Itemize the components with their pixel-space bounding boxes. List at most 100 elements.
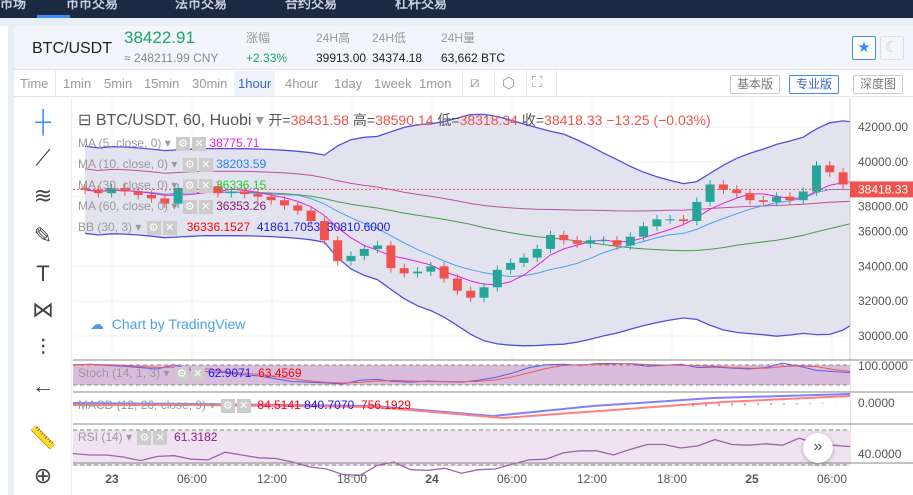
gear-icon[interactable]: ⚙ — [146, 220, 161, 235]
interval-15min[interactable]: 15min — [144, 76, 180, 91]
nav-item[interactable]: 杠杆交易 — [395, 0, 448, 11]
crosshair-icon[interactable]: ┼ — [35, 109, 51, 134]
rsi-line — [73, 437, 851, 476]
close-icon[interactable]: ✕ — [153, 430, 168, 445]
candle-body — [506, 262, 516, 270]
ma5-value: 38775.71 — [209, 136, 260, 150]
ruler-icon[interactable]: 📏 — [29, 425, 57, 450]
interval-4hour[interactable]: 4hour — [285, 76, 319, 91]
rsi-value: 61.3182 — [174, 430, 218, 444]
gear-icon[interactable]: ⚙ — [220, 398, 235, 413]
scroll-to-latest-button[interactable]: » — [803, 433, 833, 463]
measure-icon[interactable]: ⫶ — [40, 335, 46, 360]
depth-chart-button[interactable]: 深度图 — [853, 75, 904, 94]
stat-label: 涨幅 — [246, 31, 271, 45]
close-value: 38418.33 — [544, 112, 603, 128]
interval-30min[interactable]: 30min — [192, 76, 228, 91]
moon-icon[interactable]: ☾ — [880, 36, 904, 60]
gear-icon[interactable]: ⚙ — [174, 366, 189, 381]
legend-stoch: Stoch (14, 1, 3) ▾ ⚙ ✕ 62.9071 63.4569 — [78, 366, 302, 381]
settings-icon[interactable]: ⬡ — [502, 75, 516, 92]
pattern-icon[interactable]: ⋈ — [32, 297, 54, 322]
basic-version-button[interactable]: 基本版 — [730, 75, 781, 94]
brush-icon[interactable]: ✎ — [33, 223, 53, 248]
candle-body — [665, 219, 675, 221]
legend-ma60: MA (60, close, 0) ▾ ⚙ ✕ 36353.26 — [78, 199, 267, 214]
candle-body — [718, 184, 728, 190]
fullscreen-icon[interactable]: ⛶ — [532, 74, 543, 91]
candle-type-icon[interactable]: ⧄ — [470, 74, 480, 91]
back-arrow-icon[interactable]: ← — [32, 373, 54, 398]
interval-5min[interactable]: 5min — [104, 76, 133, 91]
bollinger-upper-line — [84, 113, 857, 185]
gear-icon[interactable]: ⚙ — [182, 178, 197, 193]
gear-icon[interactable]: ⚙ — [137, 430, 152, 445]
candle-body — [758, 200, 768, 202]
candle-body — [772, 196, 782, 202]
low-label: 低= — [437, 112, 460, 128]
price-axis — [850, 98, 913, 495]
close-icon[interactable]: ✕ — [198, 178, 213, 193]
candle-body — [532, 248, 542, 258]
ma60-line — [84, 168, 857, 212]
interval-time[interactable]: Time — [20, 76, 49, 91]
chevron-down-icon[interactable]: ▾ — [251, 112, 269, 129]
stoch-label: Stoch (14, 1, 3) — [78, 366, 161, 380]
candle-body — [93, 189, 103, 194]
time-tick-label: 06:00 — [817, 472, 847, 486]
pro-version-button[interactable]: 专业版 — [789, 75, 840, 94]
last-price: 38422.91 — [124, 28, 195, 47]
stat-value: 39913.00 — [316, 51, 367, 65]
candle-body — [612, 240, 622, 246]
stat-label: 24H量 — [441, 31, 476, 45]
candle-body — [293, 205, 303, 211]
nav-item[interactable]: 市场 — [0, 0, 27, 11]
candle-body — [386, 245, 396, 269]
open-label: 开= — [268, 112, 291, 128]
nav-item[interactable]: 合约交易 — [285, 0, 338, 11]
price-tick-label: 42000.00 — [858, 120, 908, 134]
fib-icon[interactable]: ≋ — [33, 183, 53, 208]
interval-1mon[interactable]: 1mon — [419, 76, 452, 91]
candle-body — [492, 269, 502, 288]
interval-1day[interactable]: 1day — [334, 76, 363, 91]
close-icon[interactable]: ✕ — [236, 398, 251, 413]
candle-body — [346, 255, 356, 262]
candle-body — [599, 240, 609, 242]
gear-icon[interactable]: ⚙ — [182, 199, 197, 214]
candle-body — [572, 240, 582, 244]
tradingview-watermark[interactable]: ☁ Chart by TradingView — [90, 316, 245, 333]
macd-hist-value: 84.5141 — [257, 398, 301, 412]
close-icon[interactable]: ✕ — [198, 157, 213, 172]
star-icon[interactable]: ★ — [852, 36, 876, 60]
interval-1min[interactable]: 1min — [63, 76, 92, 91]
legend-ma10: MA (10, close, 0) ▾ ⚙ ✕ 38203.59 — [78, 157, 267, 172]
candle-body — [120, 187, 130, 192]
low-value: 38318.34 — [459, 112, 518, 128]
interval-1week[interactable]: 1week — [374, 76, 412, 91]
gear-icon[interactable]: ⚙ — [176, 136, 191, 151]
text-icon[interactable]: T — [36, 261, 50, 286]
close-icon[interactable]: ✕ — [162, 220, 177, 235]
candle-body — [253, 194, 263, 197]
candle-body — [333, 240, 343, 262]
stat-label: 24H高 — [316, 31, 351, 45]
price-chart[interactable]: 42000.00 40000.00 38000.00 36000.00 34000.00… — [73, 98, 913, 495]
nav-item[interactable]: 币币交易 — [66, 0, 119, 11]
nav-item[interactable]: 法币交易 — [175, 0, 228, 11]
candle-body — [679, 219, 688, 222]
zoom-icon[interactable]: ⊕ — [33, 463, 53, 488]
close-icon[interactable]: ✕ — [190, 366, 205, 381]
candle-body — [559, 235, 569, 241]
interval-1hour[interactable]: 1hour — [234, 71, 276, 96]
time-tick-label: 25 — [745, 472, 759, 486]
candle-body — [732, 189, 742, 194]
close-icon[interactable]: ✕ — [198, 199, 213, 214]
candle-body — [319, 221, 329, 241]
close-icon[interactable]: ✕ — [192, 136, 207, 151]
time-tick-label: 12:00 — [577, 472, 607, 486]
trend-line-icon[interactable]: ⟋ — [35, 145, 51, 170]
candle-body — [705, 184, 715, 202]
gear-icon[interactable]: ⚙ — [182, 157, 197, 172]
bb-upper-value: 41861.7053 — [256, 220, 321, 234]
